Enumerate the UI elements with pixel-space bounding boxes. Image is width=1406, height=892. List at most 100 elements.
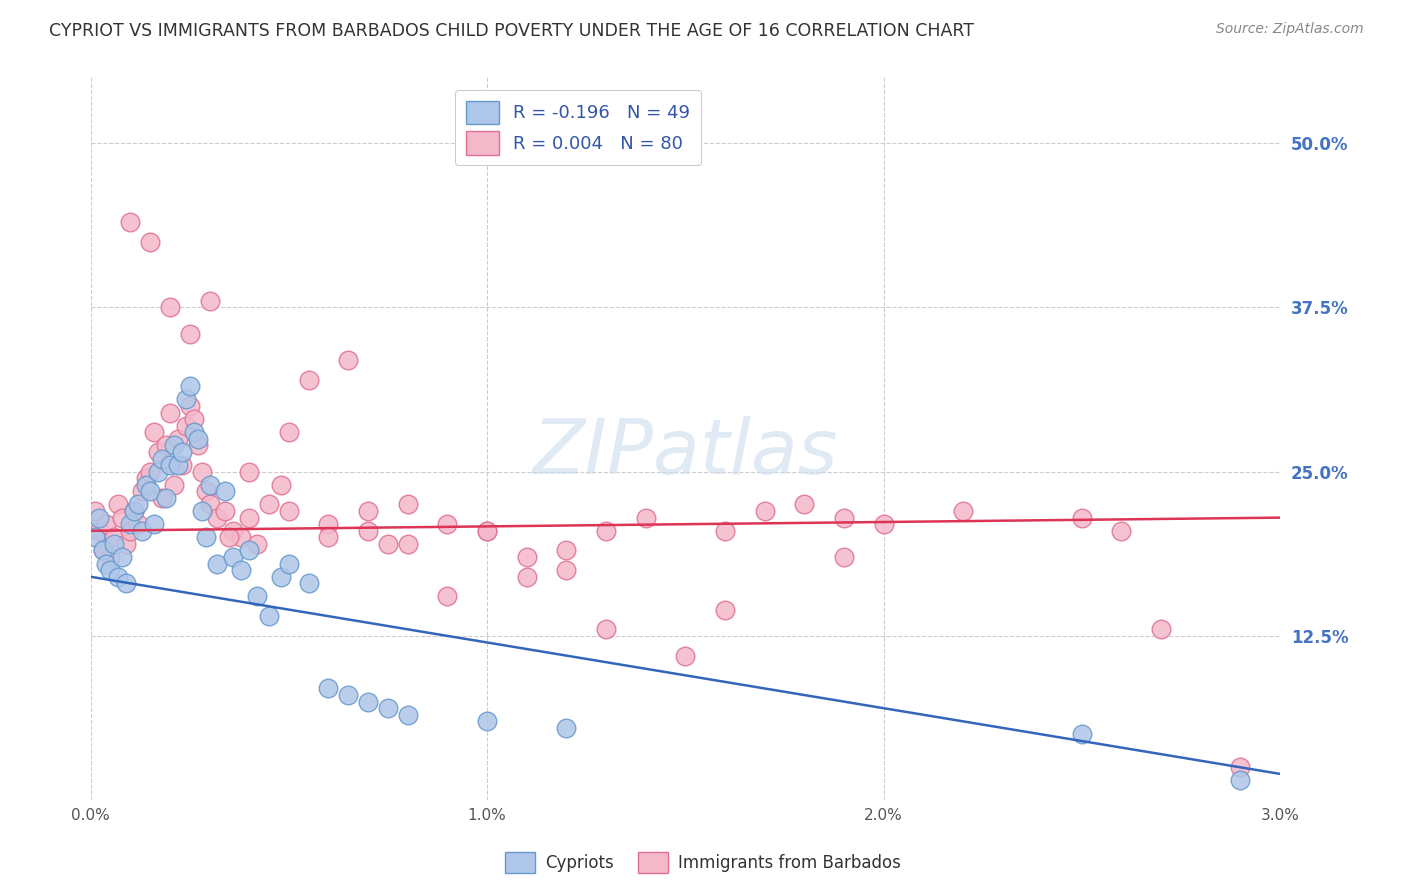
Point [163, 438, 186, 452]
Point [396, 537, 419, 551]
Point [475, 714, 498, 729]
Point [1229, 760, 1251, 774]
Point [155, 438, 177, 452]
Point [832, 510, 855, 524]
Point [318, 681, 340, 696]
Point [396, 498, 419, 512]
Point [218, 530, 240, 544]
Point [1070, 510, 1092, 524]
Point [257, 498, 280, 512]
Point [238, 465, 260, 479]
Point [377, 701, 399, 715]
Point [634, 510, 657, 524]
Point [198, 477, 221, 491]
Text: CYPRIOT VS IMMIGRANTS FROM BARBADOS CHILD POVERTY UNDER THE AGE OF 16 CORRELATIO: CYPRIOT VS IMMIGRANTS FROM BARBADOS CHIL… [49, 22, 974, 40]
Point [96, 517, 118, 532]
Point [122, 504, 145, 518]
Point [87, 524, 110, 538]
Point [357, 695, 380, 709]
Point [555, 721, 578, 735]
Point [198, 498, 221, 512]
Point [832, 550, 855, 565]
Point [555, 563, 578, 577]
Point [159, 458, 181, 472]
Point [222, 524, 245, 538]
Point [163, 477, 186, 491]
Point [214, 504, 236, 518]
Point [516, 570, 538, 584]
Point [166, 432, 188, 446]
Point [100, 550, 122, 565]
Point [91, 543, 114, 558]
Point [436, 590, 458, 604]
Point [595, 623, 617, 637]
Point [337, 688, 360, 702]
Point [246, 537, 269, 551]
Point [96, 557, 118, 571]
Point [207, 557, 229, 571]
Point [214, 484, 236, 499]
Point [238, 543, 260, 558]
Point [143, 425, 166, 440]
Point [516, 550, 538, 565]
Point [111, 550, 134, 565]
Point [83, 504, 105, 518]
Point [555, 543, 578, 558]
Point [231, 530, 253, 544]
Point [159, 301, 181, 315]
Point [139, 235, 162, 249]
Point [135, 477, 157, 491]
Point [91, 543, 114, 558]
Point [170, 445, 193, 459]
Point [107, 498, 129, 512]
Point [190, 504, 212, 518]
Point [127, 498, 149, 512]
Point [396, 707, 419, 722]
Point [83, 530, 105, 544]
Point [150, 451, 173, 466]
Point [198, 293, 221, 308]
Point [183, 425, 205, 440]
Point [103, 530, 125, 544]
Point [174, 418, 197, 433]
Point [120, 215, 142, 229]
Point [155, 491, 177, 505]
Point [107, 570, 129, 584]
Point [595, 524, 617, 538]
Point [793, 498, 815, 512]
Point [131, 484, 153, 499]
Point [673, 648, 696, 663]
Point [187, 432, 209, 446]
Point [270, 477, 292, 491]
Point [872, 517, 894, 532]
Point [139, 484, 162, 499]
Point [1229, 773, 1251, 788]
Point [714, 602, 737, 616]
Point [270, 570, 292, 584]
Point [87, 510, 110, 524]
Point [377, 537, 399, 551]
Point [194, 530, 217, 544]
Point [179, 399, 201, 413]
Point [298, 373, 321, 387]
Point [298, 576, 321, 591]
Point [190, 465, 212, 479]
Point [318, 530, 340, 544]
Point [257, 609, 280, 624]
Point [139, 465, 162, 479]
Point [1070, 727, 1092, 741]
Point [111, 510, 134, 524]
Point [183, 412, 205, 426]
Point [115, 576, 138, 591]
Point [179, 326, 201, 341]
Point [357, 524, 380, 538]
Point [1111, 524, 1133, 538]
Point [714, 524, 737, 538]
Point [115, 537, 138, 551]
Point [174, 392, 197, 407]
Point [277, 425, 299, 440]
Point [207, 510, 229, 524]
Point [179, 379, 201, 393]
Point [952, 504, 974, 518]
Point [1150, 623, 1173, 637]
